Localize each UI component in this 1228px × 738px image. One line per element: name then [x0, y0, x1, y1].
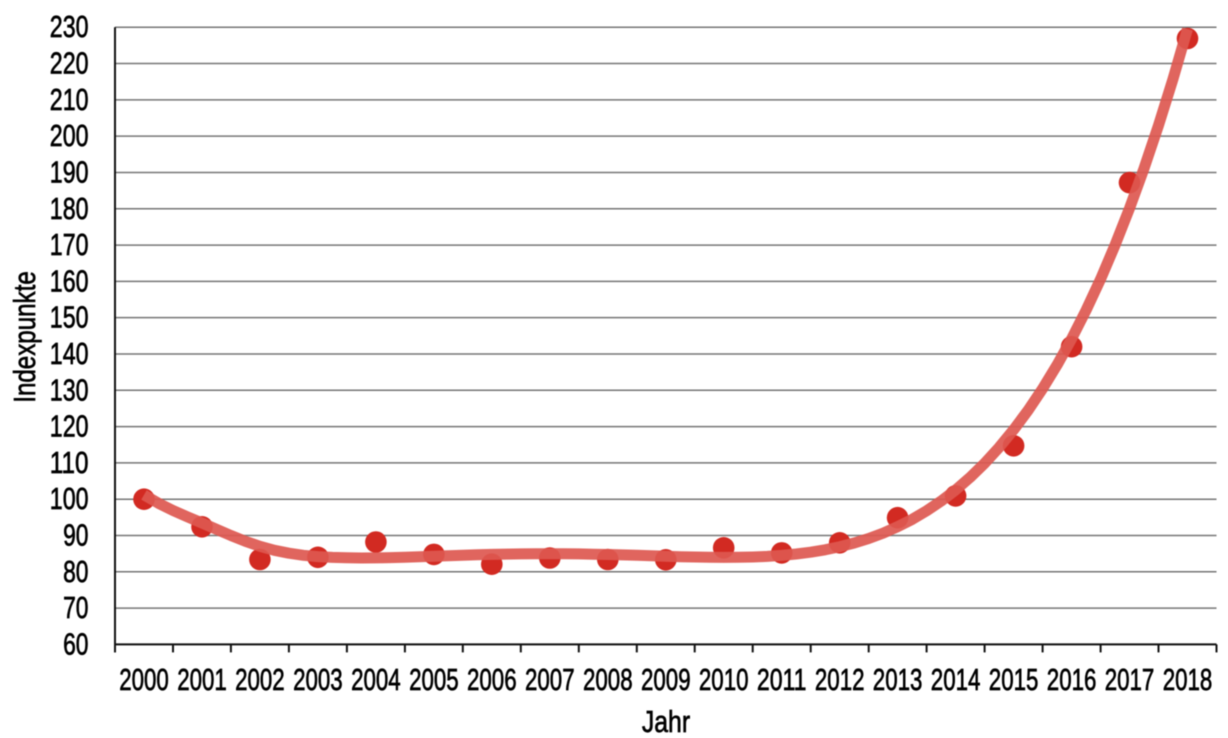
svg-text:60: 60 [63, 626, 88, 661]
svg-text:220: 220 [50, 46, 89, 81]
svg-text:210: 210 [50, 82, 89, 117]
svg-text:2007: 2007 [525, 662, 575, 697]
svg-text:Indexpunkte: Indexpunkte [7, 271, 42, 403]
svg-text:2008: 2008 [583, 662, 633, 697]
svg-text:100: 100 [50, 481, 89, 516]
svg-text:190: 190 [50, 155, 89, 190]
svg-text:2009: 2009 [641, 662, 691, 697]
svg-text:2014: 2014 [931, 662, 981, 697]
svg-text:2013: 2013 [873, 662, 923, 697]
svg-text:230: 230 [50, 9, 89, 44]
svg-text:80: 80 [63, 554, 88, 589]
svg-text:70: 70 [63, 590, 88, 625]
svg-text:2000: 2000 [119, 662, 169, 697]
svg-text:2004: 2004 [351, 662, 401, 697]
svg-text:160: 160 [50, 263, 89, 298]
svg-text:2003: 2003 [293, 662, 343, 697]
svg-text:180: 180 [50, 191, 89, 226]
svg-text:2011: 2011 [757, 662, 807, 697]
svg-text:2017: 2017 [1105, 662, 1155, 697]
svg-text:150: 150 [50, 300, 89, 335]
svg-text:2016: 2016 [1047, 662, 1097, 697]
svg-text:2015: 2015 [989, 662, 1039, 697]
svg-text:2018: 2018 [1163, 662, 1213, 697]
svg-text:110: 110 [50, 445, 89, 480]
svg-text:90: 90 [63, 518, 88, 553]
svg-text:140: 140 [50, 336, 89, 371]
svg-text:130: 130 [50, 372, 89, 407]
svg-text:2005: 2005 [409, 662, 459, 697]
svg-text:2006: 2006 [467, 662, 517, 697]
svg-text:Jahr: Jahr [642, 704, 690, 738]
svg-text:200: 200 [50, 118, 89, 153]
svg-text:120: 120 [50, 409, 89, 444]
svg-text:2001: 2001 [177, 662, 227, 697]
svg-text:2002: 2002 [235, 662, 285, 697]
svg-text:2012: 2012 [815, 662, 865, 697]
svg-text:170: 170 [50, 227, 89, 262]
svg-text:2010: 2010 [699, 662, 749, 697]
